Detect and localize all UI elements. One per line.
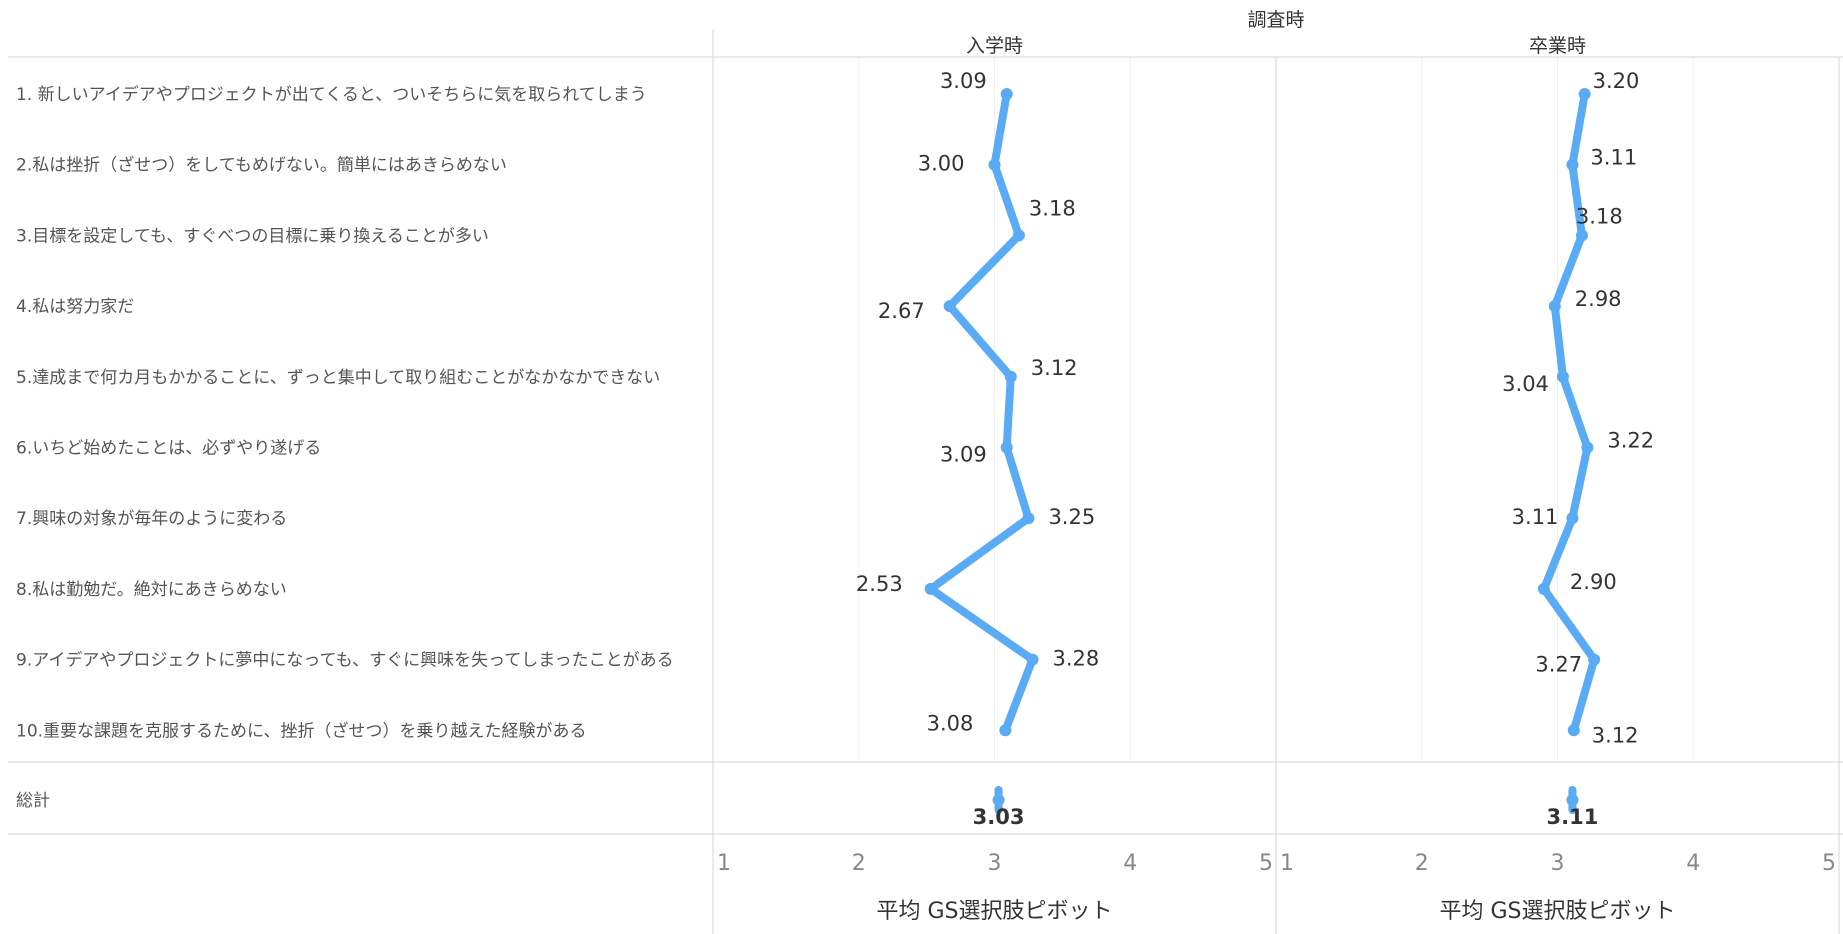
data-label: 3.12: [1592, 723, 1639, 747]
data-point: [1575, 229, 1588, 242]
column-header: 調査時: [1247, 9, 1304, 31]
x-axis-title: 平均 GS選択肢ピボット: [1439, 899, 1675, 924]
data-label: 2.98: [1575, 287, 1622, 311]
total-point: [992, 794, 1005, 806]
data-label: 3.22: [1607, 429, 1654, 453]
data-point: [1566, 512, 1579, 525]
data-label: 2.67: [878, 299, 925, 323]
x-tick-label: 5: [1822, 851, 1836, 876]
total-row-label: 総計: [16, 791, 50, 811]
data-label: 3.11: [1512, 505, 1559, 529]
data-label: 3.20: [1593, 69, 1640, 93]
data-point: [1022, 512, 1035, 525]
x-axis-title: 平均 GS選択肢ピボット: [876, 899, 1112, 924]
data-point: [1567, 724, 1580, 737]
panel-header: 入学時: [966, 35, 1023, 57]
data-label: 3.11: [1590, 146, 1637, 170]
data-label: 3.25: [1048, 505, 1095, 529]
x-tick-label: 2: [1415, 851, 1429, 876]
x-tick-label: 4: [1123, 851, 1137, 876]
panel-header: 卒業時: [1529, 35, 1586, 57]
series-line: [1539, 90, 1599, 735]
series-line: [926, 90, 1037, 735]
data-point: [1012, 229, 1025, 242]
data-label: 3.18: [1029, 196, 1076, 220]
x-tick-label: 1: [1280, 851, 1294, 876]
row-label: 4.私は努力家だ: [16, 297, 134, 317]
data-point: [1588, 653, 1601, 666]
total-point: [1566, 794, 1579, 806]
data-point: [1000, 88, 1013, 100]
data-label: 3.28: [1053, 647, 1100, 671]
data-label: 3.08: [927, 711, 974, 735]
data-point: [1537, 582, 1550, 595]
data-point: [943, 300, 956, 313]
data-point: [988, 158, 1001, 171]
data-point: [1556, 370, 1569, 383]
row-label: 1. 新しいアイデアやプロジェクトが出てくると、ついそちらに気を取られてしまう: [16, 84, 647, 105]
data-point: [1566, 158, 1579, 171]
data-label: 3.27: [1535, 653, 1582, 677]
data-point: [1581, 441, 1594, 454]
data-label: 2.53: [856, 572, 903, 596]
row-label: 8.私は勤勉だ。絶対にあきらめない: [16, 580, 287, 600]
data-point: [1578, 88, 1591, 100]
x-tick-label: 3: [988, 851, 1002, 876]
x-tick-label: 2: [852, 851, 866, 876]
row-label: 3.目標を設定しても、すぐべつの目標に乗り換えることが多い: [16, 226, 489, 246]
data-point: [999, 724, 1012, 737]
data-point: [1000, 441, 1013, 454]
data-label: 3.09: [940, 69, 987, 93]
data-label: 2.90: [1570, 570, 1617, 594]
row-label: 7.興味の対象が毎年のように変わる: [16, 509, 287, 529]
data-point: [1004, 370, 1017, 383]
data-label: 3.12: [1031, 356, 1078, 380]
data-point: [1548, 300, 1561, 313]
data-label: 3.18: [1576, 204, 1623, 228]
data-point: [1026, 653, 1039, 666]
row-label: 9.アイデアやプロジェクトに夢中になっても、すぐに興味を失ってしまったことがある: [16, 650, 674, 671]
row-label: 5.達成まで何カ月もかかることに、ずっと集中して取り組むことがなかなかできない: [16, 368, 660, 388]
data-label: 3.09: [940, 443, 987, 467]
total-label: 3.03: [973, 805, 1025, 829]
row-label: 6.いちど始めたことは、必ずやり遂げる: [16, 439, 321, 459]
data-label: 3.00: [918, 152, 965, 176]
x-tick-label: 5: [1259, 851, 1273, 876]
data-label: 3.04: [1502, 372, 1549, 396]
x-tick-label: 1: [717, 851, 731, 876]
row-label: 10.重要な課題を克服するために、挫折（ざせつ）を乗り越えた経験がある: [16, 720, 587, 741]
row-label: 2.私は挫折（ざせつ）をしてもめげない。簡単にはあきらめない: [16, 155, 507, 176]
x-tick-label: 3: [1551, 851, 1565, 876]
total-label: 3.11: [1547, 805, 1599, 829]
x-tick-label: 4: [1686, 851, 1700, 876]
data-point: [924, 582, 937, 595]
